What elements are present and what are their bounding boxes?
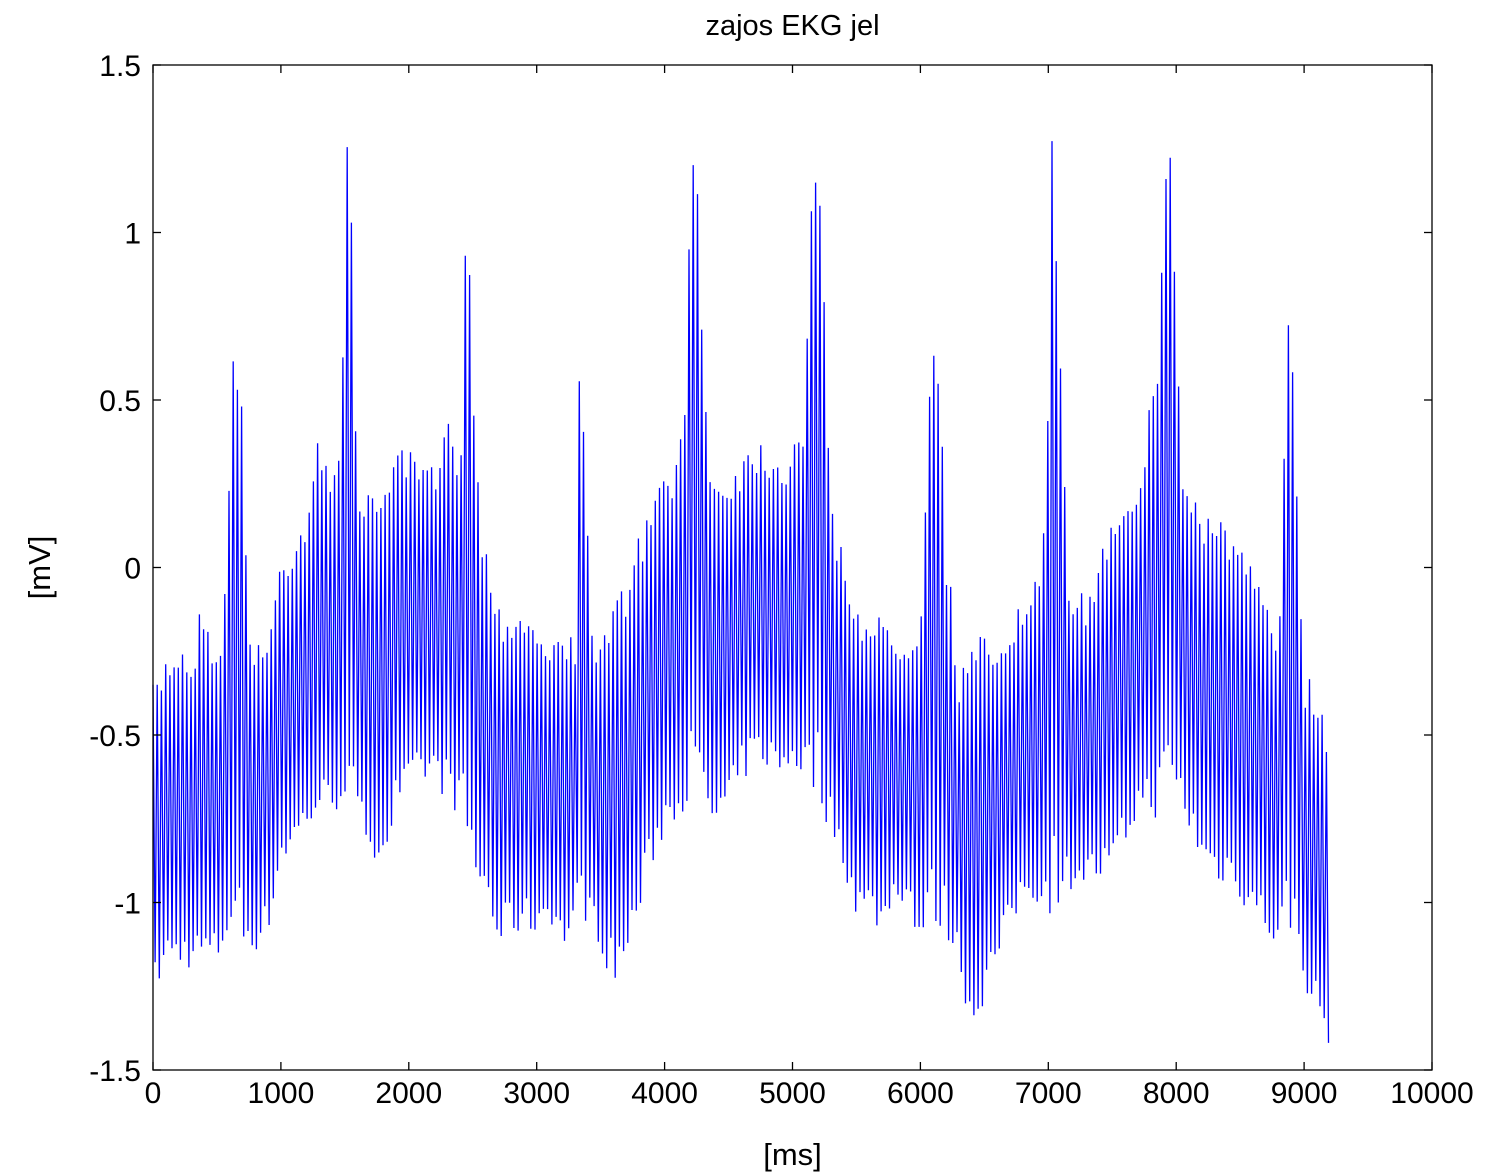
y-tick-label: 0 — [124, 553, 141, 586]
y-tick-label: -0.5 — [89, 720, 141, 753]
y-axis-tick-labels: 1.5 1 0.5 0 -0.5 -1 -1.5 — [89, 50, 141, 1088]
series-line-ekg — [152, 141, 1330, 1043]
y-axis-ticks — [153, 64, 1432, 1071]
y-tick-label: -1 — [114, 888, 141, 921]
x-tick-label: 0 — [145, 1077, 162, 1110]
x-tick-label: 7000 — [1015, 1077, 1082, 1110]
x-tick-label: 5000 — [759, 1077, 826, 1110]
x-tick-label: 8000 — [1143, 1077, 1210, 1110]
y-tick-label: 1 — [124, 218, 141, 251]
x-tick-label: 9000 — [1271, 1077, 1338, 1110]
y-tick-label: 1.5 — [99, 50, 141, 83]
x-tick-label: 1000 — [248, 1077, 315, 1110]
y-axis-title: [mV] — [22, 536, 57, 600]
x-tick-label: 6000 — [887, 1077, 954, 1110]
x-tick-label: 4000 — [631, 1077, 698, 1110]
axes-frame — [152, 64, 1433, 1071]
x-axis-ticks — [152, 65, 1433, 1070]
x-axis-title: [ms] — [763, 1137, 822, 1172]
x-tick-label: 3000 — [503, 1077, 570, 1110]
chart-title: zajos EKG jel — [705, 10, 879, 42]
y-tick-label: -1.5 — [89, 1055, 141, 1088]
y-tick-label: 0.5 — [99, 385, 141, 418]
x-tick-label: 10000 — [1390, 1077, 1473, 1110]
x-tick-label: 2000 — [375, 1077, 442, 1110]
x-axis-tick-labels: 0 1000 2000 3000 4000 5000 6000 7000 8000 9000 100… — [145, 1077, 1474, 1110]
